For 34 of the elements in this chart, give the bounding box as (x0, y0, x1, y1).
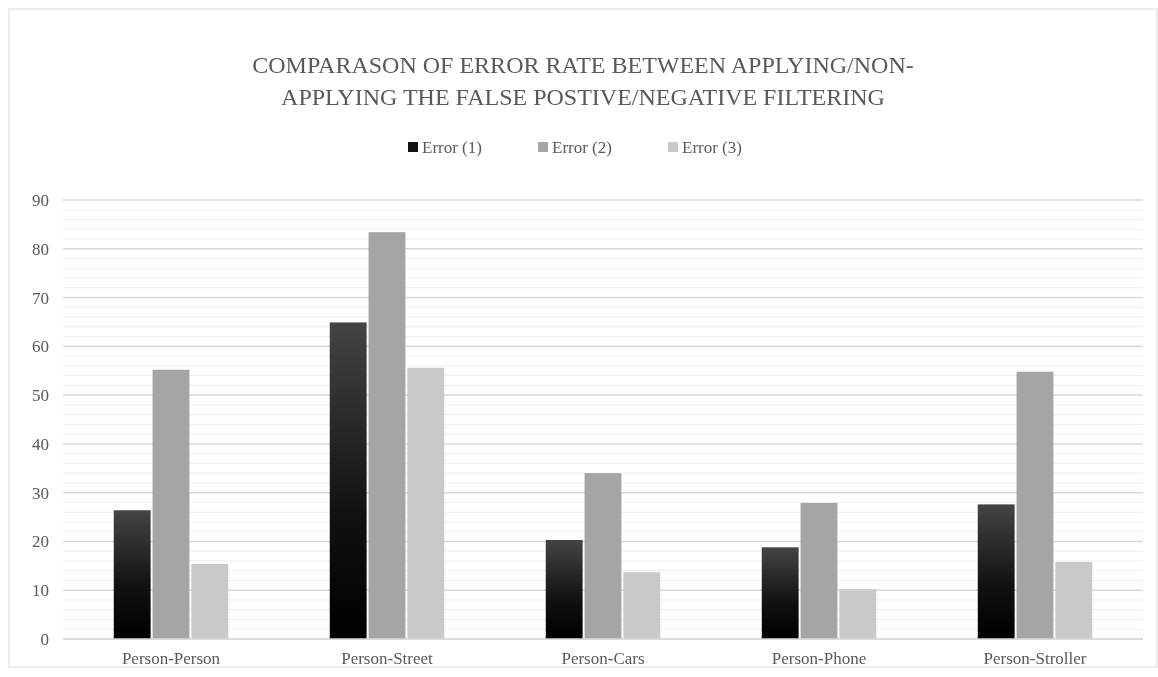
legend-label: Error (1) (422, 138, 482, 157)
x-tick-label: Person-Cars (561, 649, 645, 668)
bar (368, 232, 406, 639)
bar (152, 369, 190, 639)
bar (584, 473, 622, 639)
x-tick-label: Person-Stroller (983, 649, 1087, 668)
bar (329, 322, 367, 639)
y-tick-label: 80 (32, 239, 49, 259)
bar (1016, 371, 1054, 639)
y-tick-label: 70 (32, 288, 49, 308)
x-tick-label: Person-Person (121, 649, 221, 668)
bar (545, 539, 583, 639)
y-tick-label: 60 (32, 337, 49, 357)
y-tick-label: 40 (32, 434, 49, 454)
bar (977, 504, 1015, 639)
bar (191, 563, 229, 639)
y-tick-label: 0 (40, 629, 49, 649)
bar (113, 510, 151, 639)
y-tick-label: 50 (32, 386, 49, 406)
y-tick-label: 20 (32, 532, 49, 552)
y-tick-label: 30 (32, 483, 49, 503)
bar (800, 502, 838, 639)
x-tick-label: Person-Street (341, 649, 434, 668)
legend-label: Error (3) (682, 138, 742, 157)
chart-title: COMPARASON OF ERROR RATE BETWEEN APPLYING/NON- APPLYING THE FALSE POSTIVE/NEGATIVE FILTERING (252, 52, 914, 110)
bar (407, 367, 445, 639)
bar (623, 572, 661, 639)
bar (839, 589, 877, 639)
x-tick-label: Person-Phone (771, 649, 867, 668)
bar (761, 547, 799, 639)
y-tick-label: 90 (32, 190, 49, 210)
bar (1055, 561, 1093, 639)
legend-label: Error (2) (552, 138, 612, 157)
y-tick-label: 10 (32, 581, 49, 601)
